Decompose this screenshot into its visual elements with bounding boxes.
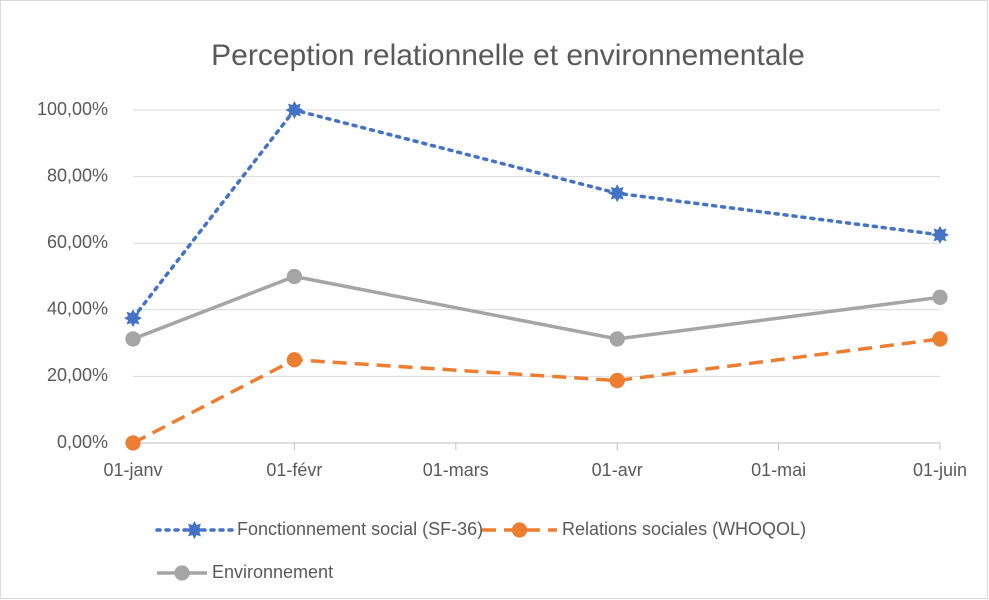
series-line — [132, 274, 941, 341]
marker — [609, 372, 625, 389]
marker — [932, 331, 948, 347]
marker — [124, 309, 142, 328]
y-tick-label: 100,00% — [37, 99, 108, 119]
marker — [609, 331, 625, 347]
marker — [125, 331, 141, 347]
x-tick-label: 01-mai — [751, 460, 806, 480]
marker — [286, 352, 303, 368]
marker — [174, 565, 190, 581]
series-line — [131, 108, 942, 320]
legend-label: Relations sociales (WHOQOL) — [562, 519, 806, 539]
marker — [511, 522, 528, 538]
x-tick-label: 01-juin — [913, 460, 967, 480]
x-tick-label: 01-mars — [423, 460, 489, 480]
legend-label: Fonctionnement social (SF-36) — [237, 519, 483, 539]
x-tick-label: 01-avr — [592, 460, 643, 480]
y-tick-label: 60,00% — [47, 232, 108, 252]
marker — [608, 184, 627, 203]
x-tick-label: 01-févr — [266, 460, 322, 480]
marker — [285, 101, 304, 119]
legend-label: Environnement — [212, 562, 333, 582]
marker — [125, 435, 141, 451]
y-tick-label: 80,00% — [47, 165, 108, 185]
y-tick-label: 40,00% — [47, 299, 108, 319]
y-tick-label: 0,00% — [57, 432, 108, 452]
marker — [185, 521, 204, 539]
marker — [931, 225, 949, 244]
marker — [932, 289, 948, 305]
x-tick-label: 01-janv — [103, 460, 162, 480]
y-tick-label: 20,00% — [47, 365, 108, 385]
marker — [286, 268, 303, 285]
series-line — [132, 337, 941, 445]
chart-title: Perception relationnelle et environnemen… — [211, 39, 805, 72]
